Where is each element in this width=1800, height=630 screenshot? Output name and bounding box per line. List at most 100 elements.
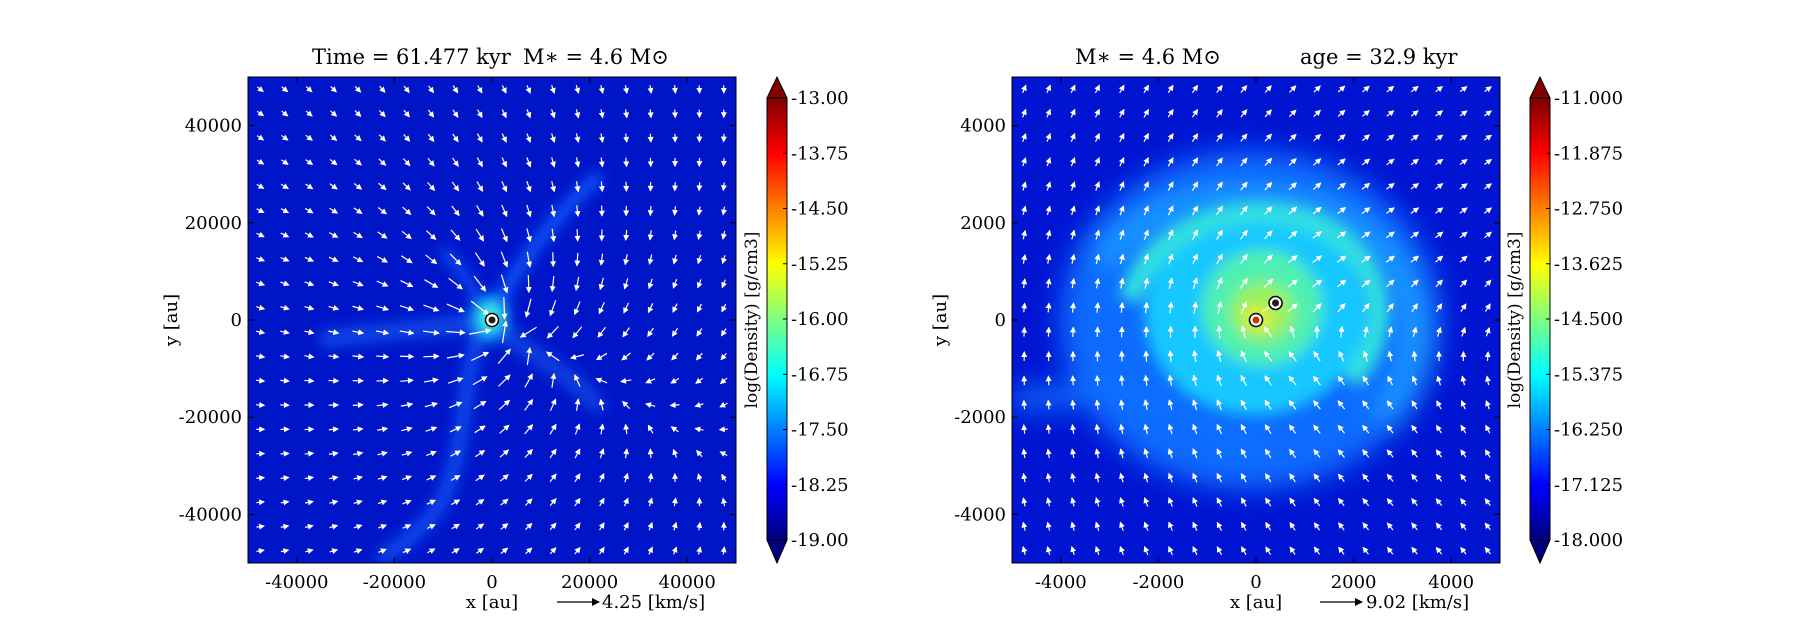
velocity-arrow bbox=[672, 230, 679, 241]
velocity-arrow bbox=[1118, 399, 1125, 410]
velocity-arrow bbox=[1386, 134, 1395, 141]
velocity-arrow bbox=[1045, 181, 1052, 191]
velocity-arrow bbox=[1240, 399, 1247, 411]
velocity-arrow bbox=[256, 256, 265, 262]
velocity-arrow bbox=[545, 351, 560, 362]
velocity-arrow bbox=[1312, 303, 1322, 313]
velocity-arrow bbox=[1191, 181, 1199, 191]
velocity-arrow bbox=[1045, 302, 1052, 313]
velocity-arrow bbox=[1045, 423, 1052, 434]
velocity-arrow bbox=[1410, 85, 1419, 93]
velocity-arrow bbox=[498, 399, 511, 411]
velocity-arrow bbox=[1216, 349, 1223, 363]
velocity-arrow bbox=[695, 352, 703, 361]
velocity-arrow bbox=[574, 252, 581, 267]
velocity-arrow bbox=[598, 522, 605, 531]
velocity-arrow bbox=[1143, 545, 1150, 556]
velocity-arrow bbox=[549, 547, 557, 555]
velocity-arrow bbox=[623, 302, 630, 314]
x-tick-label: -2000 bbox=[1132, 572, 1184, 593]
velocity-arrow bbox=[1045, 521, 1052, 531]
velocity-arrow bbox=[598, 133, 605, 144]
velocity-arrow bbox=[1094, 302, 1101, 313]
velocity-arrow bbox=[497, 348, 511, 364]
y-tick-label: -2000 bbox=[954, 407, 1006, 428]
velocity-arrow bbox=[475, 228, 485, 242]
velocity-arrow bbox=[672, 254, 679, 265]
velocity-arrow bbox=[719, 401, 728, 408]
velocity-arrow bbox=[1021, 157, 1027, 167]
x-tick-label: 20000 bbox=[561, 572, 618, 593]
velocity-arrow bbox=[499, 424, 510, 434]
velocity-arrow bbox=[1460, 375, 1467, 386]
velocity-arrow bbox=[474, 425, 486, 434]
velocity-arrow bbox=[1336, 231, 1347, 239]
velocity-arrow bbox=[574, 109, 581, 119]
velocity-arrow bbox=[1460, 546, 1467, 555]
velocity-arrow bbox=[1313, 448, 1321, 458]
velocity-arrow bbox=[1435, 522, 1443, 531]
velocity-arrow bbox=[1045, 448, 1052, 459]
velocity-arrow bbox=[671, 109, 678, 119]
velocity-arrow bbox=[598, 448, 605, 459]
velocity-arrow bbox=[1362, 109, 1370, 117]
velocity-arrow bbox=[1143, 229, 1150, 240]
velocity-arrow bbox=[352, 329, 365, 336]
velocity-arrow bbox=[1483, 183, 1493, 190]
velocity-arrow bbox=[1265, 546, 1272, 555]
colorbar-left: -13.00 -13.75 -14.50 -15.25 -16.00 -16.75 -17.… bbox=[742, 75, 849, 565]
velocity-arrow bbox=[1118, 229, 1125, 240]
velocity-arrow bbox=[452, 133, 459, 143]
velocity-arrow bbox=[1312, 231, 1322, 239]
velocity-arrow bbox=[376, 280, 389, 287]
velocity-arrow bbox=[354, 158, 362, 166]
y-tick-label: 0 bbox=[995, 310, 1006, 331]
velocity-arrow bbox=[526, 251, 533, 268]
velocity-arrow bbox=[475, 474, 485, 482]
velocity-arrow bbox=[304, 377, 315, 384]
velocity-arrow bbox=[1216, 374, 1223, 387]
velocity-arrow bbox=[696, 182, 703, 192]
velocity-arrow bbox=[1386, 473, 1394, 482]
colorbar-tick-label: -15.375 bbox=[1554, 364, 1623, 385]
velocity-arrow bbox=[1460, 400, 1467, 410]
velocity-arrow bbox=[1362, 326, 1369, 338]
velocity-arrow bbox=[1460, 326, 1467, 337]
velocity-arrow bbox=[1459, 134, 1468, 141]
velocity-arrow bbox=[1240, 448, 1247, 459]
velocity-arrow bbox=[377, 475, 388, 481]
velocity-arrow bbox=[1216, 325, 1223, 339]
velocity-arrow bbox=[1313, 109, 1322, 117]
velocity-arrow bbox=[1045, 157, 1052, 167]
velocity-arrow bbox=[623, 85, 629, 95]
velocity-arrow bbox=[352, 280, 364, 287]
velocity-arrow bbox=[1143, 301, 1150, 314]
velocity-arrow bbox=[1191, 374, 1198, 387]
velocity-arrow bbox=[1338, 350, 1345, 362]
velocity-arrow bbox=[1264, 133, 1273, 142]
velocity-arrow bbox=[448, 277, 463, 290]
velocity-arrow bbox=[1435, 255, 1444, 263]
velocity-arrow bbox=[500, 228, 508, 243]
velocity-arrow bbox=[1434, 207, 1444, 214]
velocity-arrow bbox=[452, 109, 459, 118]
velocity-arrow bbox=[378, 134, 386, 142]
velocity-arrow bbox=[549, 473, 557, 483]
velocity-arrow bbox=[623, 278, 629, 290]
velocity-arrow bbox=[1264, 399, 1272, 410]
velocity-arrow bbox=[352, 256, 364, 263]
velocity-arrow bbox=[1045, 497, 1052, 507]
velocity-arrow bbox=[598, 423, 605, 435]
velocity-arrow bbox=[1240, 350, 1247, 363]
velocity-arrow bbox=[1485, 400, 1491, 410]
velocity-arrow bbox=[423, 353, 440, 360]
velocity-arrow bbox=[623, 229, 630, 241]
velocity-arrow bbox=[1070, 521, 1077, 531]
velocity-arrow bbox=[1167, 423, 1174, 435]
velocity-arrow bbox=[256, 134, 265, 141]
velocity-arrow bbox=[647, 327, 654, 338]
velocity-arrow bbox=[1070, 472, 1077, 483]
velocity-arrow bbox=[1484, 110, 1492, 117]
velocity-arrow bbox=[1240, 205, 1248, 216]
velocity-arrow bbox=[621, 400, 631, 410]
